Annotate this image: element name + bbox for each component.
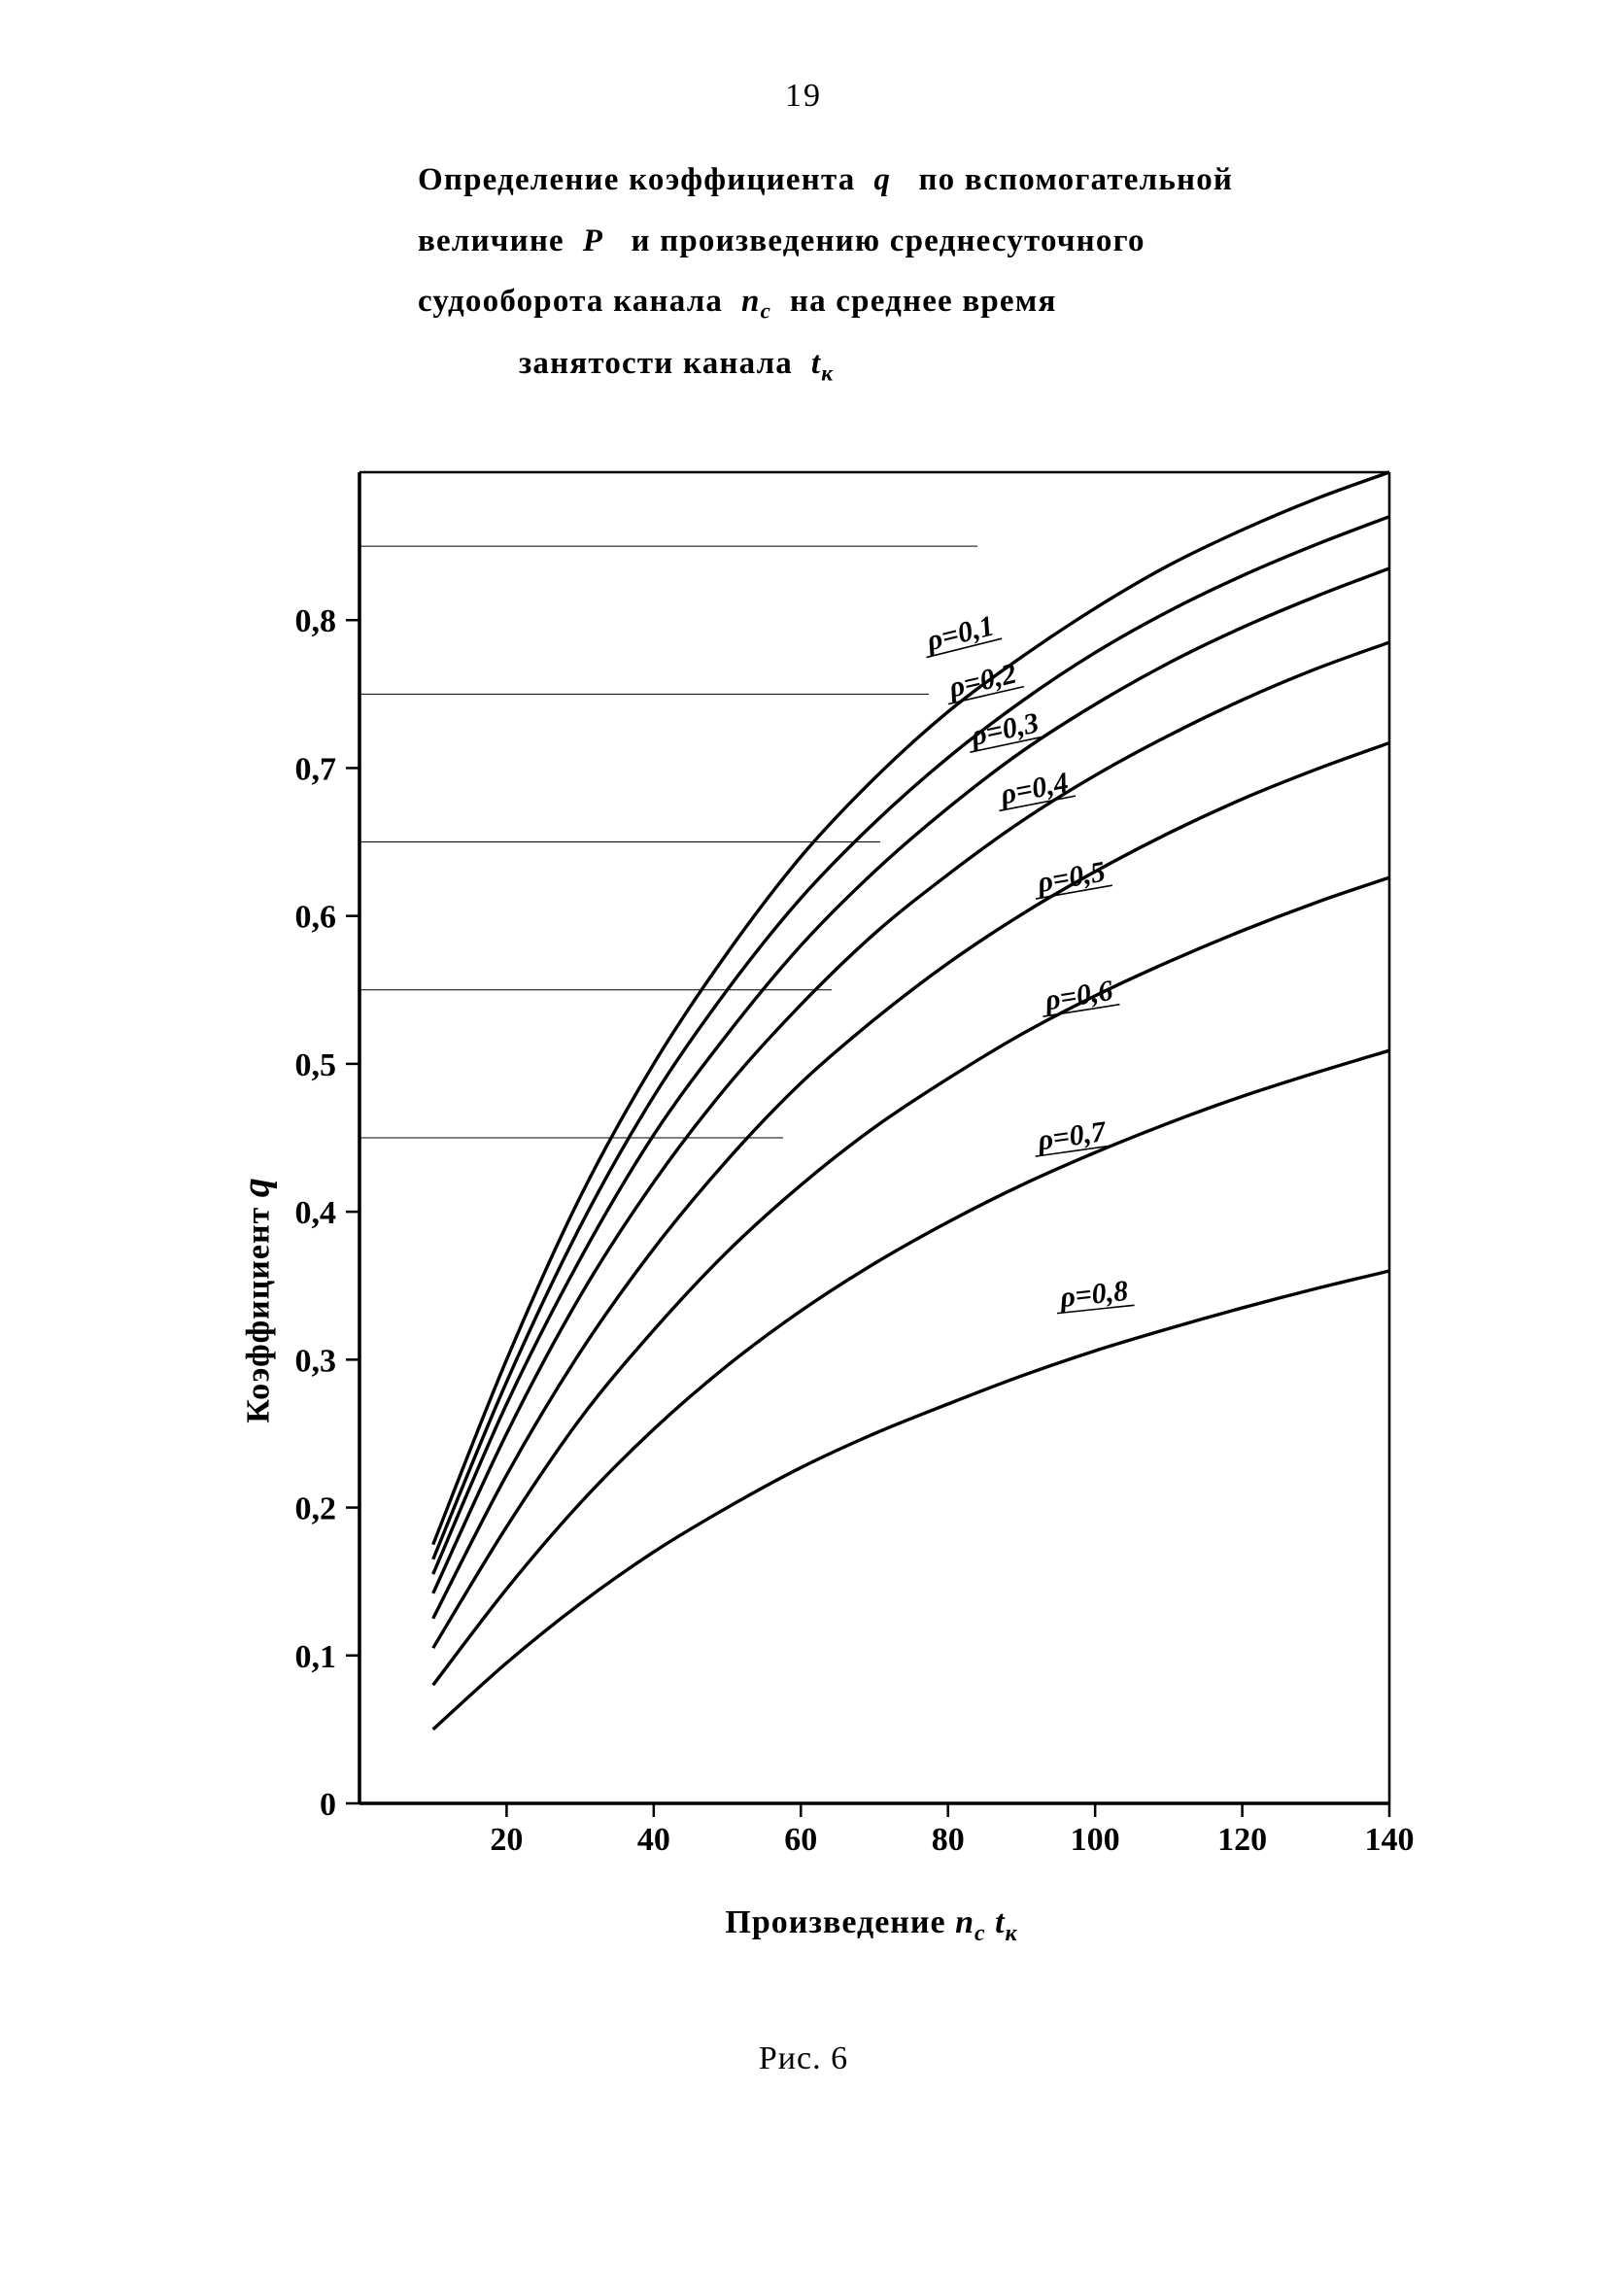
x-tick-label: 100 [1071,1822,1120,1858]
y-tick-label: 0,5 [295,1047,337,1083]
curve-label: ρ=0,8 [1058,1275,1130,1314]
y-tick-label: 0,1 [295,1639,337,1675]
y-axis-label: Коэффициент q [232,1177,278,1423]
curve [433,517,1389,1559]
y-tick-label: 0,4 [295,1195,337,1231]
curve [433,1051,1389,1686]
y-tick-label: 0 [320,1787,336,1823]
curve [433,743,1389,1619]
x-tick-label: 140 [1365,1822,1415,1858]
y-tick-label: 0,3 [295,1344,337,1380]
x-tick-label: 80 [932,1822,965,1858]
title-line-3: судооборота канала nc на среднее время [418,271,1422,332]
page-number: 19 [126,78,1481,115]
curve [433,1271,1389,1730]
title-line-1: Определение коэффициента q по вспомогате… [418,150,1422,211]
y-tick-label: 0,8 [295,604,337,640]
x-tick-label: 20 [490,1822,523,1858]
chart: Коэффициент q 0 0,1 0,2 0,3 0,4 0,5 0,6 0,7 0,8 2… [155,443,1419,1920]
title-line-4: занятости канала tк [418,333,1422,394]
chart-svg: 0 0,1 0,2 0,3 0,4 0,5 0,6 0,7 0,8 20 40 60 80 100 120 1… [155,443,1419,1920]
y-tick-label: 0,7 [295,752,337,788]
document-page: 19 Определение коэффициента q по вспомог… [0,0,1607,2296]
curve [433,472,1389,1545]
x-tick-label: 40 [637,1822,670,1858]
y-tick-label: 0,6 [295,900,337,936]
y-tick-label: 0,2 [295,1491,337,1527]
x-tick-label: 120 [1217,1822,1267,1858]
chart-title: Определение коэффициента q по вспомогате… [418,150,1422,394]
figure-caption: Рис. 6 [126,2040,1481,2077]
title-line-2: величине P и произведению среднесуточног… [418,211,1422,272]
x-tick-label: 60 [784,1822,817,1858]
curve-label: ρ=0,2 [945,658,1020,704]
curve-label: ρ=0,1 [923,610,998,658]
curve [433,642,1389,1593]
